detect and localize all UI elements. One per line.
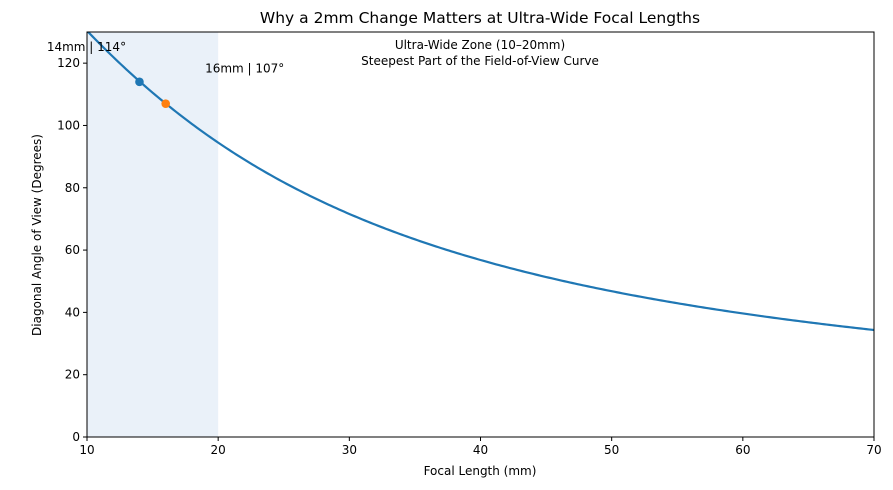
highlight-points: 14mm | 114° 16mm | 107°	[47, 40, 284, 108]
ultra-wide-zone-shade	[87, 32, 219, 437]
y-tick-label: 120	[57, 56, 80, 70]
x-tick-label: 20	[211, 443, 226, 457]
highlight-point-14mm	[135, 77, 144, 87]
y-tick-label: 0	[72, 430, 80, 444]
plot-frame	[86, 31, 875, 438]
y-tick-label: 100	[57, 118, 80, 132]
highlight-label-16mm: 16mm | 107°	[205, 62, 284, 76]
x-axis-label: Focal Length (mm)	[424, 464, 537, 478]
highlight-point-16mm	[161, 99, 170, 108]
x-tick-label: 70	[866, 443, 881, 457]
x-tick-label: 30	[342, 443, 357, 457]
y-tick-label: 60	[65, 243, 80, 257]
y-axis-label: Diagonal Angle of View (Degrees)	[30, 134, 44, 336]
x-tick-label: 40	[473, 443, 488, 457]
y-tick-label: 40	[65, 305, 80, 319]
highlight-label-14mm: 14mm | 114°	[47, 40, 126, 54]
x-tick-label: 50	[604, 443, 619, 457]
zone-label-line1: Ultra-Wide Zone (10–20mm)	[395, 38, 565, 52]
axis-ticks: 10 20 30 40 50 60 70 0 20 40 60 80 100 120	[57, 56, 882, 457]
chart-title: Why a 2mm Change Matters at Ultra-Wide F…	[260, 9, 700, 27]
fov-curve-line	[87, 32, 874, 332]
y-tick-label: 80	[65, 181, 80, 195]
x-tick-label: 60	[735, 443, 750, 457]
y-tick-label: 20	[65, 368, 80, 382]
x-tick-label: 10	[79, 443, 94, 457]
zone-label-line2: Steepest Part of the Field-of-View Curve	[361, 54, 599, 68]
